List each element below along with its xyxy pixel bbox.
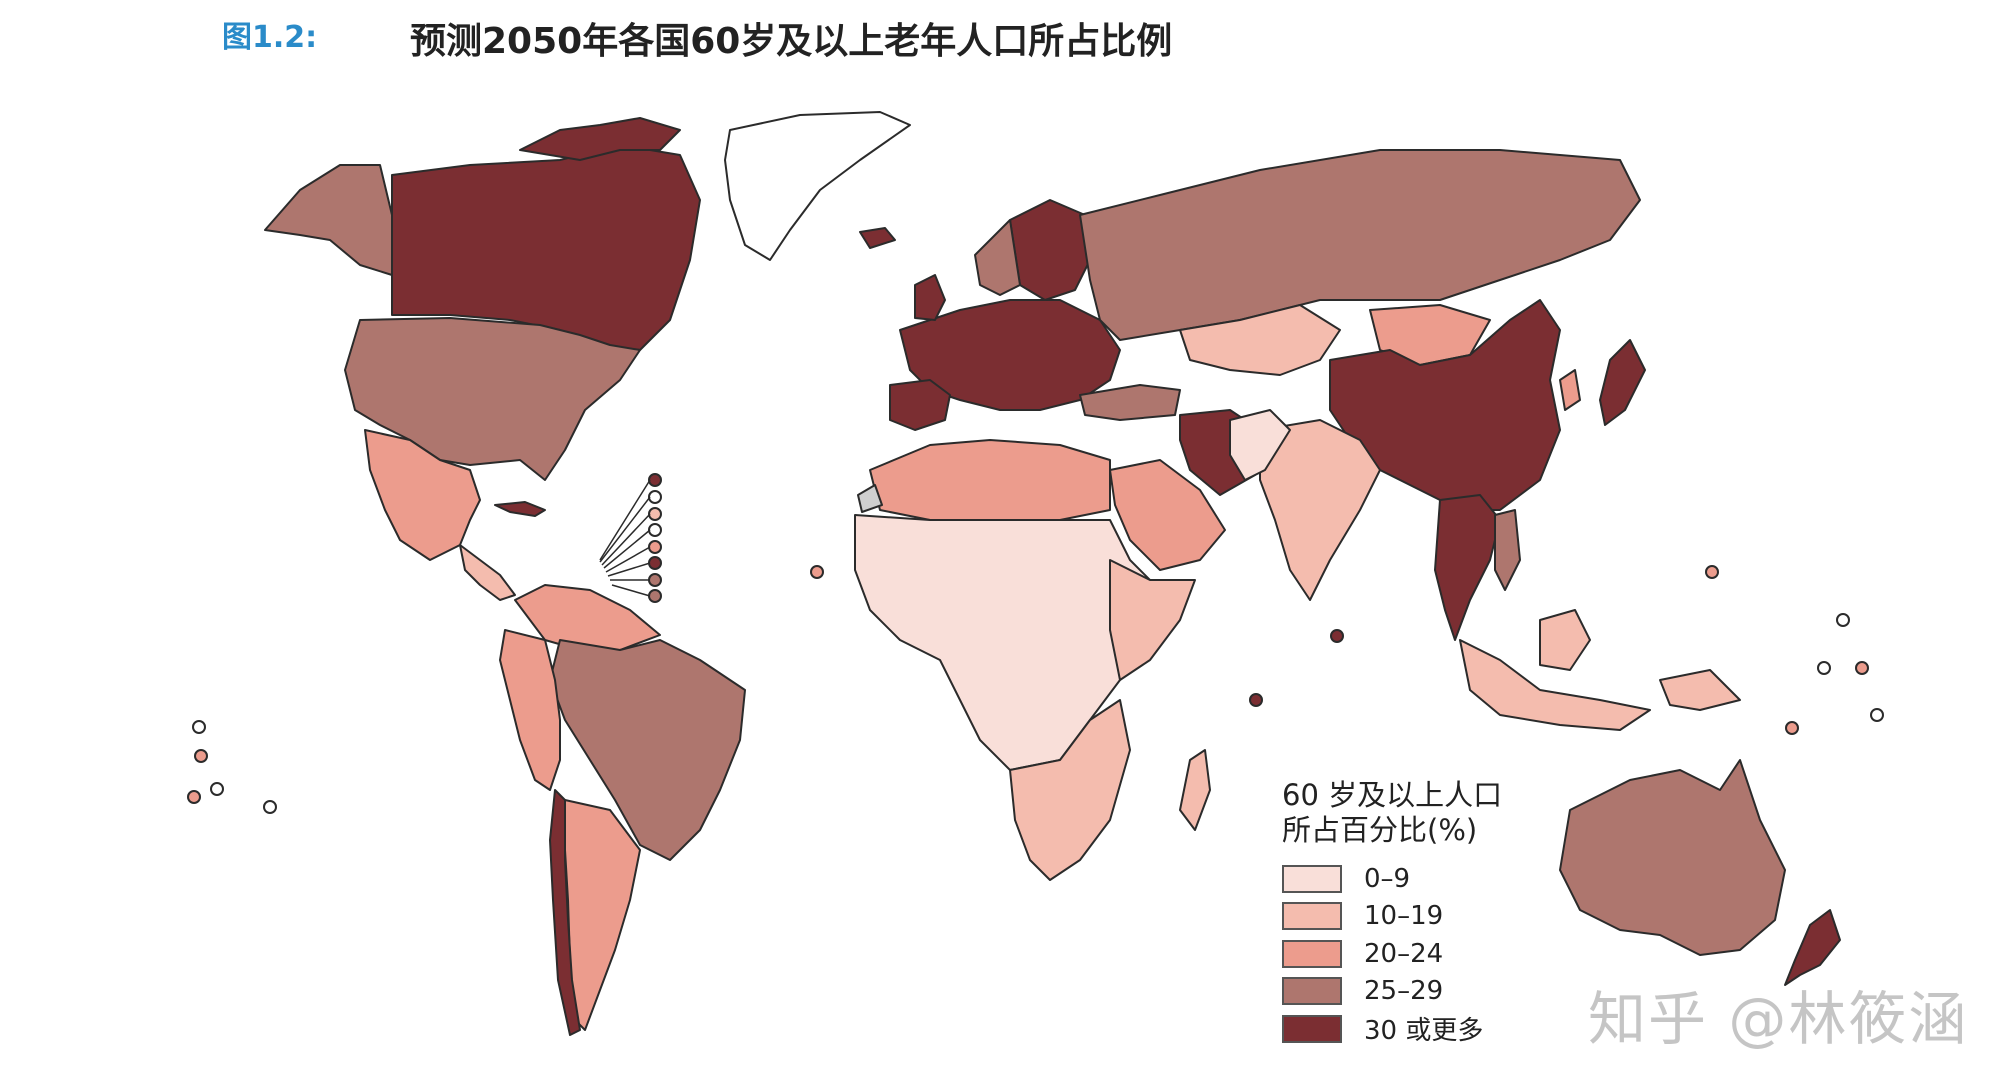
- region-arabia: [1109, 459, 1226, 571]
- legend-swatch: [1282, 939, 1342, 968]
- island-marker: [187, 790, 201, 804]
- region-alaska: [264, 164, 393, 276]
- legend-item: 25–29: [1282, 973, 1582, 1011]
- map-legend: 60 岁及以上人口 所占百分比(%) 0–9 10–19 20–24 25–29…: [1282, 778, 1582, 1048]
- legend-label: 20–24: [1364, 938, 1444, 969]
- region-japan: [1599, 339, 1646, 426]
- region-cuba: [494, 501, 546, 517]
- island-marker: [648, 490, 662, 504]
- region-mexico: [364, 429, 481, 561]
- region-pakistan-afg: [1229, 409, 1291, 481]
- region-indonesia: [1459, 639, 1651, 731]
- region-turkey: [1079, 384, 1181, 421]
- region-iceland: [859, 227, 896, 249]
- island-marker: [210, 782, 224, 796]
- region-kazakhstan: [1179, 304, 1341, 376]
- region-borneo: [1539, 609, 1591, 671]
- region-iberia: [889, 379, 951, 431]
- region-png: [1659, 669, 1741, 711]
- region-greenland: [724, 111, 911, 261]
- region-brazil: [549, 639, 746, 861]
- region-india: [1259, 419, 1381, 601]
- island-marker: [810, 565, 824, 579]
- legend-label: 10–19: [1364, 901, 1444, 932]
- map-title: 预测2050年各国60岁及以上老年人口所占比例: [410, 21, 1173, 62]
- legend-title-line1: 60 岁及以上人口: [1282, 778, 1503, 812]
- legend-label: 30 或更多: [1364, 1016, 1484, 1047]
- island-marker: [1855, 661, 1869, 675]
- region-new-zealand: [1784, 909, 1841, 986]
- region-korea: [1559, 369, 1581, 411]
- island-marker: [1249, 693, 1263, 707]
- region-australia: [1559, 759, 1786, 956]
- island-marker: [1836, 613, 1850, 627]
- region-central-america: [459, 544, 516, 601]
- island-marker: [194, 749, 208, 763]
- legend-item: 30 或更多: [1282, 1010, 1582, 1048]
- legend-label: 0–9: [1364, 863, 1411, 894]
- region-norway: [974, 219, 1021, 296]
- island-marker: [1330, 629, 1344, 643]
- region-madagascar: [1179, 749, 1211, 831]
- legend-swatch: [1282, 977, 1342, 1006]
- legend-item: 10–19: [1282, 898, 1582, 936]
- island-marker: [648, 523, 662, 537]
- region-western-sahara: [857, 484, 883, 513]
- legend-swatch: [1282, 1014, 1342, 1043]
- region-uk: [914, 274, 946, 321]
- island-marker: [648, 573, 662, 587]
- island-marker: [1705, 565, 1719, 579]
- region-colombia-venezuela: [514, 584, 661, 651]
- region-scandinavia: [1009, 199, 1091, 301]
- region-east-africa: [1109, 559, 1196, 681]
- island-marker: [1817, 661, 1831, 675]
- region-chile: [549, 789, 581, 1036]
- region-andean-west: [499, 629, 561, 791]
- legend-label: 25–29: [1364, 976, 1444, 1007]
- region-vietnam: [1494, 509, 1521, 591]
- island-marker: [648, 507, 662, 521]
- region-north-africa: [869, 439, 1111, 521]
- island-marker: [648, 589, 662, 603]
- legend-item: 0–9: [1282, 860, 1582, 898]
- figure-label: 图1.2:: [222, 20, 318, 55]
- region-russia: [1079, 149, 1641, 341]
- island-marker: [648, 473, 662, 487]
- legend-title-line2: 所占百分比(%): [1282, 813, 1478, 847]
- watermark: 知乎 @林筱涵: [1588, 985, 1969, 1053]
- island-marker: [192, 720, 206, 734]
- region-southeast-asia: [1434, 494, 1501, 641]
- island-marker: [1785, 721, 1799, 735]
- island-marker: [648, 540, 662, 554]
- legend-title: 60 岁及以上人口 所占百分比(%): [1282, 778, 1582, 848]
- island-marker: [648, 556, 662, 570]
- legend-swatch: [1282, 864, 1342, 893]
- island-marker: [263, 800, 277, 814]
- region-argentina: [564, 799, 641, 1031]
- legend-item: 20–24: [1282, 935, 1582, 973]
- region-southern-africa: [1009, 699, 1131, 881]
- legend-swatch: [1282, 902, 1342, 931]
- region-canada-islands: [519, 117, 681, 161]
- island-marker: [1870, 708, 1884, 722]
- region-usa: [344, 317, 641, 481]
